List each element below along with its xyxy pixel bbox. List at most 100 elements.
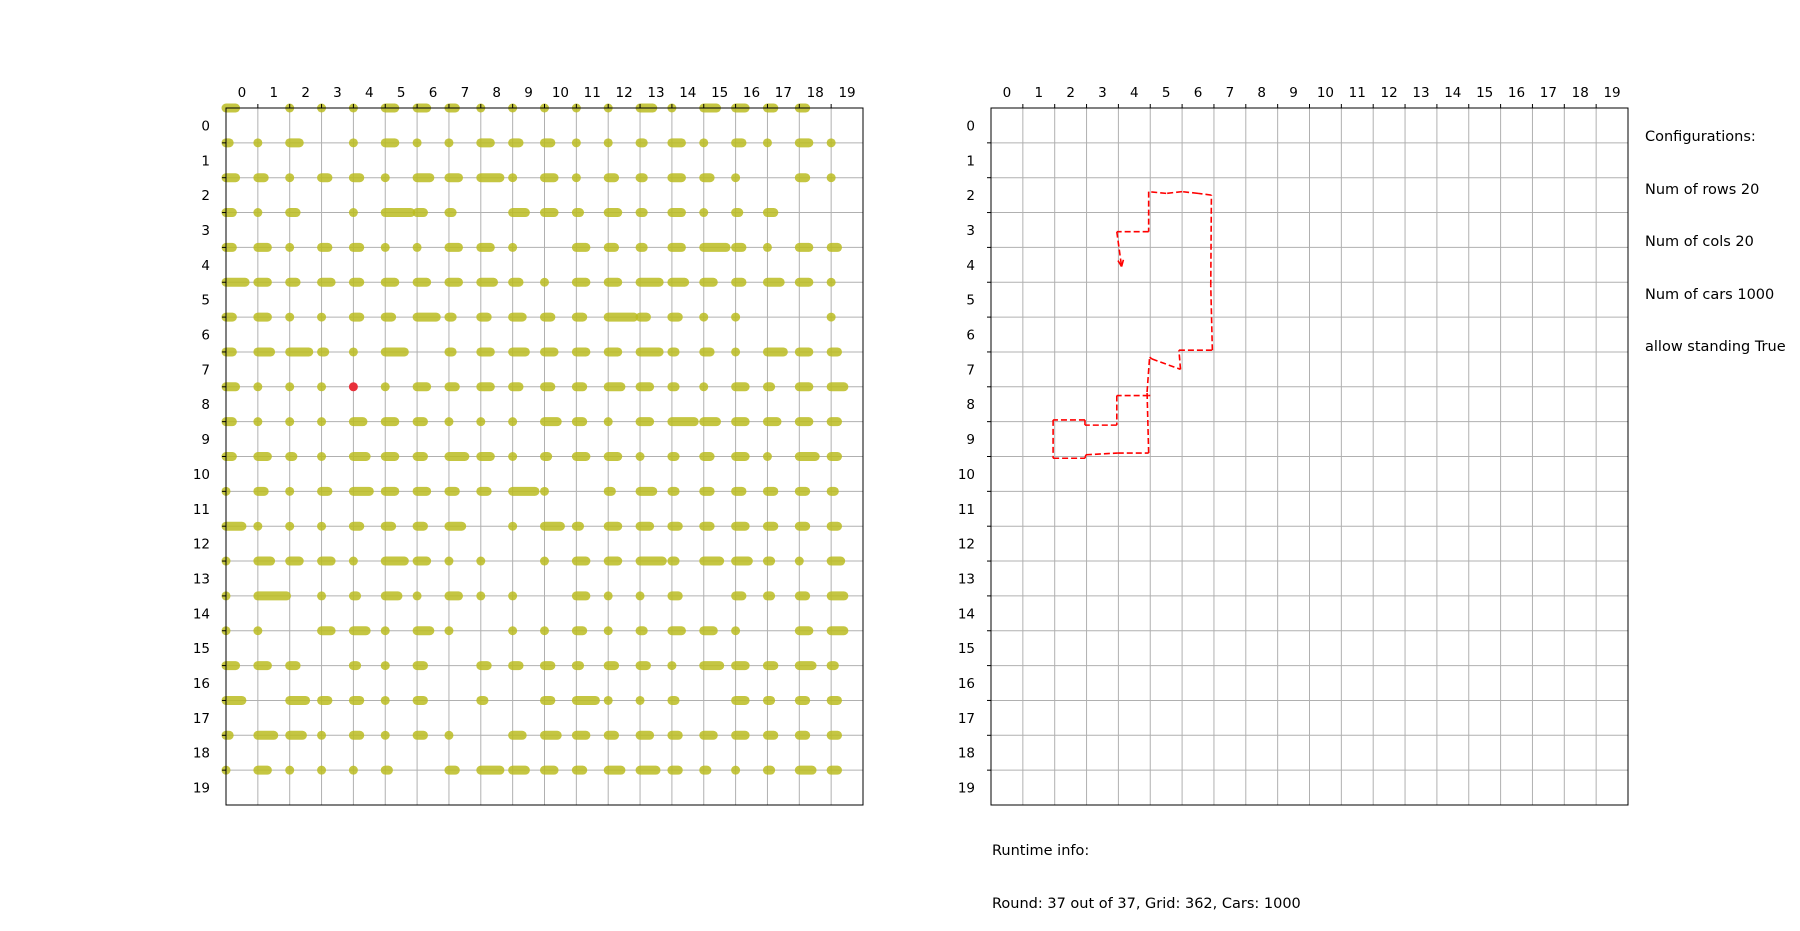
y-tick-label: 0 (966, 118, 975, 134)
y-tick-label: 8 (201, 397, 210, 413)
y-tick-label: 5 (201, 293, 210, 309)
runtime-heading: Runtime info: (992, 843, 1090, 859)
x-tick-label: 14 (679, 85, 696, 101)
y-tick-label: 9 (201, 432, 210, 448)
route-arrowhead (1117, 259, 1125, 267)
y-tick-label: 4 (201, 258, 210, 274)
x-tick-label: 11 (1349, 85, 1366, 101)
x-tick-label: 2 (1066, 85, 1075, 101)
configurations-box: Configurations: Num of rows 20 Num of co… (1645, 94, 1786, 374)
car-markers (221, 103, 849, 775)
x-tick-label: 19 (838, 85, 855, 101)
y-tick-label: 10 (958, 467, 975, 483)
runtime-status: Round: 37 out of 37, Grid: 362, Cars: 10… (992, 895, 1301, 912)
x-tick-label: 2 (301, 85, 310, 101)
x-tick-label: 0 (238, 85, 247, 101)
x-tick-label: 11 (584, 85, 601, 101)
route-segment (1178, 350, 1182, 370)
route-segment (1151, 358, 1181, 371)
route-segment (1197, 192, 1212, 196)
route-segment (1209, 195, 1213, 286)
y-tick-label: 6 (201, 328, 210, 344)
right-axis-ticks: 0 1 2 3 4 5 6 7 8 9 10 11 12 13 14 15 16 17 18 190123456789… (958, 85, 1621, 797)
y-tick-label: 8 (966, 397, 975, 413)
y-tick-label: 3 (966, 223, 975, 239)
y-tick-label: 11 (958, 502, 975, 518)
x-tick-label: 12 (616, 85, 633, 101)
y-tick-label: 19 (958, 781, 975, 797)
route-segment (1085, 452, 1118, 456)
simulation-figure: 0 1 2 3 4 5 6 7 8 9 10 11 12 13 14 15 16 17 18 190123456789… (193, 85, 1629, 806)
y-tick-label: 12 (958, 537, 975, 553)
x-tick-label: 13 (647, 85, 664, 101)
y-tick-label: 3 (201, 223, 210, 239)
config-cols: Num of cols 20 (1645, 234, 1754, 250)
left-grid-panel: 0 1 2 3 4 5 6 7 8 9 10 11 12 13 14 15 16 17 18 190123456789… (193, 85, 864, 806)
runtime-info-box: Runtime info: Round: 37 out of 37, Grid:… (992, 808, 1301, 931)
y-tick-label: 13 (958, 571, 975, 587)
x-tick-label: 16 (743, 85, 760, 101)
y-tick-label: 9 (966, 432, 975, 448)
x-tick-label: 6 (1194, 85, 1203, 101)
config-standing: allow standing True (1645, 339, 1786, 355)
y-tick-label: 13 (193, 571, 210, 587)
x-tick-label: 1 (269, 85, 278, 101)
y-tick-label: 17 (193, 711, 210, 727)
y-tick-label: 5 (966, 293, 975, 309)
route-segment (1209, 285, 1214, 351)
y-tick-label: 18 (958, 746, 975, 762)
y-tick-label: 10 (193, 467, 210, 483)
config-heading: Configurations: (1645, 129, 1756, 145)
selected-car-marker (348, 382, 358, 392)
x-tick-label: 18 (1572, 85, 1589, 101)
y-tick-label: 15 (193, 641, 210, 657)
y-tick-label: 15 (958, 641, 975, 657)
x-tick-label: 14 (1444, 85, 1461, 101)
x-tick-label: 18 (807, 85, 824, 101)
y-tick-label: 6 (966, 328, 975, 344)
x-tick-label: 6 (429, 85, 438, 101)
y-tick-label: 2 (966, 188, 975, 204)
right-gridlines (991, 108, 1628, 805)
x-tick-label: 16 (1508, 85, 1525, 101)
route-segment (1182, 190, 1199, 195)
y-tick-label: 1 (966, 153, 975, 169)
y-tick-label: 18 (193, 746, 210, 762)
x-tick-label: 0 (1003, 85, 1012, 101)
x-tick-label: 3 (333, 85, 342, 101)
y-tick-label: 4 (966, 258, 975, 274)
y-tick-label: 11 (193, 502, 210, 518)
route-segment (1146, 357, 1151, 393)
y-tick-label: 12 (193, 537, 210, 553)
y-tick-label: 19 (193, 781, 210, 797)
y-tick-label: 0 (201, 118, 210, 134)
x-tick-label: 7 (461, 85, 470, 101)
y-tick-label: 1 (201, 153, 210, 169)
x-tick-label: 5 (1162, 85, 1171, 101)
config-rows: Num of rows 20 (1645, 181, 1760, 198)
x-tick-label: 12 (1381, 85, 1398, 101)
car-route (1052, 190, 1214, 460)
x-tick-label: 13 (1412, 85, 1429, 101)
y-tick-label: 14 (193, 606, 210, 622)
y-tick-label: 16 (193, 676, 210, 692)
x-tick-label: 9 (524, 85, 533, 101)
x-tick-label: 3 (1098, 85, 1107, 101)
route-segment (1116, 231, 1123, 267)
route-segment (1146, 392, 1150, 454)
x-tick-label: 17 (1540, 85, 1557, 101)
route-segment (1148, 190, 1167, 195)
x-tick-label: 9 (1289, 85, 1298, 101)
left-axis-ticks: 0 1 2 3 4 5 6 7 8 9 10 11 12 13 14 15 16 17 18 190123456789… (193, 85, 856, 797)
x-tick-label: 15 (1476, 85, 1493, 101)
x-tick-label: 4 (1130, 85, 1139, 101)
y-tick-label: 17 (958, 711, 975, 727)
y-tick-label: 7 (201, 362, 210, 378)
y-tick-label: 16 (958, 676, 975, 692)
route-segment (1084, 454, 1087, 459)
x-tick-label: 5 (397, 85, 406, 101)
x-tick-label: 19 (1603, 85, 1620, 101)
right-grid-panel: 0 1 2 3 4 5 6 7 8 9 10 11 12 13 14 15 16 17 18 190123456789… (958, 85, 1629, 806)
y-tick-label: 2 (201, 188, 210, 204)
x-tick-label: 7 (1226, 85, 1235, 101)
